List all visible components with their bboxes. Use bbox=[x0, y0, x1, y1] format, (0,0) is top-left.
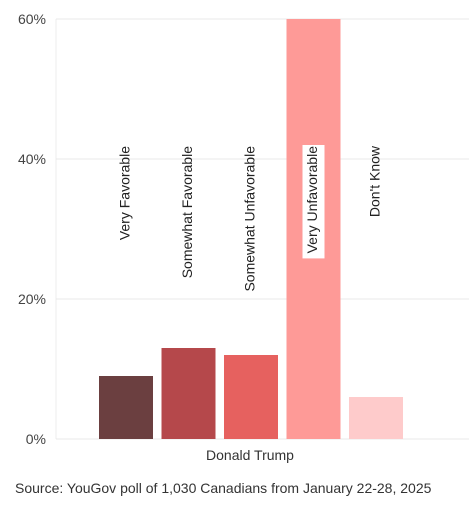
category-label: Somewhat Unfavorable bbox=[242, 146, 258, 292]
source-note: Source: YouGov poll of 1,030 Canadians f… bbox=[15, 480, 432, 496]
category-label: Somewhat Favorable bbox=[179, 146, 195, 279]
y-tick-label: 0% bbox=[26, 431, 46, 447]
bar bbox=[161, 348, 216, 439]
category-label: Don't Know bbox=[367, 145, 383, 217]
category-label: Very Unfavorable bbox=[304, 146, 320, 254]
category-label-background bbox=[302, 145, 325, 259]
bar bbox=[349, 397, 403, 439]
category-label: Very Favorable bbox=[117, 146, 133, 240]
y-tick-label: 60% bbox=[18, 11, 46, 27]
bar bbox=[224, 355, 278, 439]
bar bbox=[99, 376, 153, 439]
x-group-label: Donald Trump bbox=[206, 447, 294, 463]
y-tick-label: 40% bbox=[18, 151, 46, 167]
y-tick-label: 20% bbox=[18, 291, 46, 307]
bar-chart: 0% 20% 40% 60% Very Favorable Somewhat Favora… bbox=[18, 11, 469, 463]
